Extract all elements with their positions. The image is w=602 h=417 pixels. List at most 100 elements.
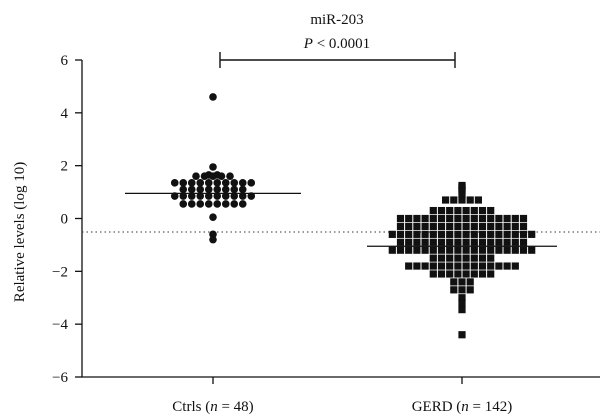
data-point-gerd <box>421 214 429 223</box>
data-point-gerd <box>462 230 470 238</box>
data-point-gerd <box>458 294 466 302</box>
data-point-ctrls <box>230 192 239 200</box>
data-point-gerd <box>478 230 487 238</box>
data-point-gerd <box>454 222 462 231</box>
data-point-gerd <box>470 222 478 231</box>
data-point-gerd <box>503 222 511 231</box>
data-point-gerd <box>495 214 503 223</box>
data-point-gerd <box>405 230 413 238</box>
data-point-ctrls <box>209 235 217 244</box>
data-point-gerd <box>519 222 528 231</box>
data-point-gerd <box>437 254 446 262</box>
data-point-gerd <box>511 230 519 238</box>
data-point-gerd <box>466 196 474 204</box>
data-point-gerd <box>487 222 495 231</box>
data-point-gerd <box>495 222 503 231</box>
data-point-gerd <box>470 238 478 246</box>
data-point-ctrls <box>247 179 256 187</box>
y-axis-ticks: 6 4 2 0 −2 −4 −6 <box>52 53 82 386</box>
data-point-gerd <box>429 214 437 223</box>
data-point-gerd <box>454 254 462 262</box>
data-point-gerd <box>388 230 396 238</box>
data-point-gerd <box>503 262 511 270</box>
data-point-gerd <box>421 262 429 270</box>
data-point-gerd <box>446 270 454 278</box>
data-point-gerd <box>487 246 495 254</box>
data-point-gerd <box>462 214 470 223</box>
data-point-gerd <box>466 278 474 286</box>
data-point-gerd <box>470 246 478 254</box>
category-label-gerd: GERD (n = 142) <box>412 399 513 415</box>
data-point-gerd <box>470 262 478 270</box>
data-point-gerd <box>478 270 487 278</box>
data-point-ctrls <box>204 192 213 200</box>
data-point-gerd <box>429 206 437 215</box>
y-tick-label: −6 <box>52 370 68 386</box>
data-point-ctrls <box>179 185 188 194</box>
data-point-gerd <box>446 254 454 262</box>
data-point-gerd <box>519 214 528 223</box>
data-point-gerd <box>454 246 462 254</box>
data-point-ctrls <box>213 200 222 208</box>
data-point-gerd <box>429 238 437 246</box>
data-point-gerd <box>429 254 437 262</box>
data-point-gerd <box>503 246 511 254</box>
data-point-ctrls <box>196 200 205 208</box>
data-point-gerd <box>405 214 413 223</box>
data-point-ctrls <box>196 192 205 200</box>
data-point-ctrls <box>213 185 222 194</box>
data-point-gerd <box>413 262 421 270</box>
data-point-gerd <box>478 238 487 246</box>
data-point-gerd <box>503 230 511 238</box>
data-point-gerd <box>454 214 462 223</box>
data-point-gerd <box>454 270 462 278</box>
data-point-gerd <box>487 230 495 238</box>
data-point-gerd <box>396 214 405 223</box>
data-point-gerd <box>458 306 466 314</box>
data-point-gerd <box>454 206 462 215</box>
data-point-gerd <box>503 214 511 223</box>
data-point-ctrls <box>204 200 213 208</box>
data-point-gerd <box>413 230 421 238</box>
data-point-gerd <box>487 214 495 223</box>
data-points <box>170 93 536 339</box>
data-point-gerd <box>495 246 503 254</box>
data-point-gerd <box>446 238 454 246</box>
data-point-ctrls <box>209 213 217 221</box>
data-point-gerd <box>405 238 413 246</box>
data-point-ctrls <box>221 192 230 200</box>
data-point-gerd <box>429 262 437 270</box>
data-point-ctrls <box>187 179 196 187</box>
data-point-gerd <box>450 286 458 294</box>
data-point-gerd <box>511 222 519 231</box>
data-point-gerd <box>470 270 478 278</box>
data-point-gerd <box>519 246 528 254</box>
data-point-gerd <box>429 230 437 238</box>
data-point-ctrls <box>230 179 239 187</box>
y-tick-label: −4 <box>52 317 68 333</box>
data-point-gerd <box>487 270 495 278</box>
data-point-ctrls <box>230 185 239 194</box>
data-point-gerd <box>466 286 474 294</box>
data-point-ctrls <box>221 200 230 208</box>
data-point-gerd <box>528 246 536 254</box>
data-point-gerd <box>421 246 429 254</box>
data-point-ctrls <box>213 192 222 200</box>
data-point-gerd <box>446 230 454 238</box>
data-point-gerd <box>458 299 466 307</box>
data-point-gerd <box>462 254 470 262</box>
data-point-gerd <box>503 238 511 246</box>
data-point-ctrls <box>179 192 188 200</box>
data-point-gerd <box>511 262 519 270</box>
data-point-ctrls <box>170 192 179 200</box>
data-point-gerd <box>454 230 462 238</box>
data-point-gerd <box>470 254 478 262</box>
data-point-gerd <box>462 222 470 231</box>
data-point-gerd <box>396 238 405 246</box>
data-point-ctrls <box>204 185 213 194</box>
data-point-gerd <box>462 270 470 278</box>
p-value-annotation: P < 0.0001 <box>303 36 370 52</box>
data-point-ctrls <box>187 185 196 194</box>
y-axis-label: Relative levels (log 10) <box>12 162 28 302</box>
data-point-ctrls <box>192 172 200 181</box>
